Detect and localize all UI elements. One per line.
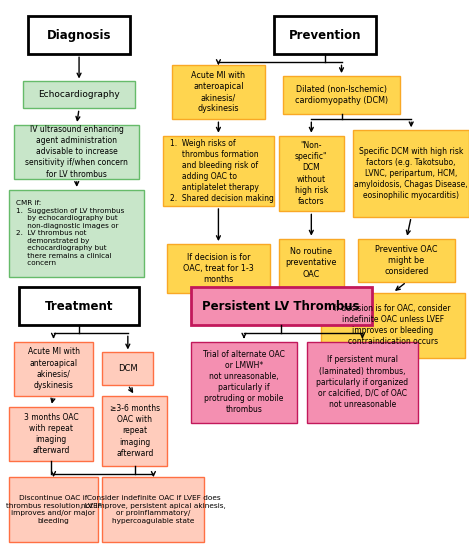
FancyBboxPatch shape	[9, 190, 144, 276]
Text: Prevention: Prevention	[289, 29, 362, 42]
Text: Trial of alternate OAC
or LMWH*
not unreasonable,
particularly if
protruding or : Trial of alternate OAC or LMWH* not unre…	[203, 350, 285, 414]
Text: Dilated (non-Ischemic)
cardiomyopathy (DCM): Dilated (non-Ischemic) cardiomyopathy (D…	[295, 85, 388, 105]
FancyBboxPatch shape	[358, 238, 456, 282]
Text: Echocardiography: Echocardiography	[38, 91, 120, 100]
FancyBboxPatch shape	[279, 238, 344, 288]
FancyBboxPatch shape	[23, 81, 135, 108]
Text: Specific DCM with high risk
factors (e.g. Takotsubo,
LVNC, peripartum, HCM,
amyl: Specific DCM with high risk factors (e.g…	[355, 147, 468, 200]
FancyBboxPatch shape	[191, 342, 297, 423]
FancyBboxPatch shape	[102, 396, 167, 466]
Text: Acute MI with
anteroapical
akinesis/
dyskinesis: Acute MI with anteroapical akinesis/ dys…	[191, 71, 246, 113]
FancyBboxPatch shape	[18, 288, 139, 325]
Text: ≥3-6 months
OAC with
repeat
imaging
afterward: ≥3-6 months OAC with repeat imaging afte…	[110, 404, 160, 458]
FancyBboxPatch shape	[172, 65, 265, 119]
Text: DCM: DCM	[118, 364, 137, 373]
Text: Diagnosis: Diagnosis	[47, 29, 111, 42]
FancyBboxPatch shape	[167, 244, 270, 293]
Text: No routine
preventative
OAC: No routine preventative OAC	[286, 247, 337, 279]
Text: "Non-
specific"
DCM
without
high risk
factors: "Non- specific" DCM without high risk fa…	[295, 141, 328, 206]
FancyBboxPatch shape	[14, 125, 139, 179]
FancyBboxPatch shape	[320, 293, 465, 358]
Text: If decision is for
OAC, treat for 1-3
months: If decision is for OAC, treat for 1-3 mo…	[183, 253, 254, 284]
FancyBboxPatch shape	[307, 342, 418, 423]
FancyBboxPatch shape	[163, 135, 274, 206]
FancyBboxPatch shape	[9, 477, 98, 542]
Text: Treatment: Treatment	[45, 300, 113, 313]
FancyBboxPatch shape	[14, 342, 93, 396]
FancyBboxPatch shape	[102, 352, 154, 385]
FancyBboxPatch shape	[274, 17, 376, 54]
Text: CMR if:
1.  Suggestion of LV thrombus
     by echocardiography but
     non-diag: CMR if: 1. Suggestion of LV thrombus by …	[16, 200, 125, 266]
Text: IV ultrasound enhancing
agent administration
advisable to increase
sensitivity i: IV ultrasound enhancing agent administra…	[25, 125, 128, 179]
FancyBboxPatch shape	[28, 17, 130, 54]
Text: 3 months OAC
with repeat
imaging
afterward: 3 months OAC with repeat imaging afterwa…	[24, 413, 79, 455]
Text: Acute MI with
anteroapical
akinesis/
dyskinesis: Acute MI with anteroapical akinesis/ dys…	[27, 347, 80, 390]
FancyBboxPatch shape	[102, 477, 204, 542]
Text: Discontinue OAC if
thrombus resolution, LVEF
improves and/or major
bleeding: Discontinue OAC if thrombus resolution, …	[6, 495, 101, 524]
Text: Consider indefinite OAC if LVEF does
not improve, persistent apical akinesis,
or: Consider indefinite OAC if LVEF does not…	[81, 495, 226, 524]
FancyBboxPatch shape	[283, 76, 400, 114]
Text: If decision is for OAC, consider
indefinite OAC unless LVEF
improves or bleeding: If decision is for OAC, consider indefin…	[334, 304, 451, 346]
Text: 1.  Weigh risks of
     thrombus formation
     and bleeding risk of
     adding: 1. Weigh risks of thrombus formation and…	[170, 139, 273, 203]
FancyBboxPatch shape	[9, 406, 93, 461]
Text: Preventive OAC
might be
considered: Preventive OAC might be considered	[375, 244, 438, 276]
FancyBboxPatch shape	[353, 130, 469, 217]
Text: Persistent LV Thrombus: Persistent LV Thrombus	[202, 300, 360, 313]
FancyBboxPatch shape	[191, 288, 372, 325]
FancyBboxPatch shape	[279, 135, 344, 211]
Text: If persistent mural
(laminated) thrombus,
particularly if organized
or calcified: If persistent mural (laminated) thrombus…	[316, 356, 409, 409]
